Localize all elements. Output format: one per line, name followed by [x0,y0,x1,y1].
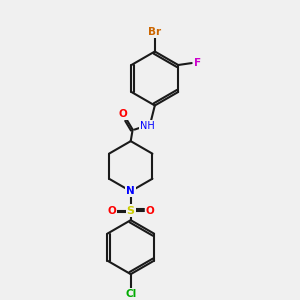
Text: O: O [118,109,127,119]
Text: F: F [194,58,201,68]
Text: Cl: Cl [125,290,136,299]
Text: Br: Br [148,27,161,37]
Text: NH: NH [140,121,154,131]
Text: N: N [126,186,135,196]
Text: O: O [146,206,154,215]
Text: S: S [127,206,135,215]
Text: O: O [107,206,116,215]
